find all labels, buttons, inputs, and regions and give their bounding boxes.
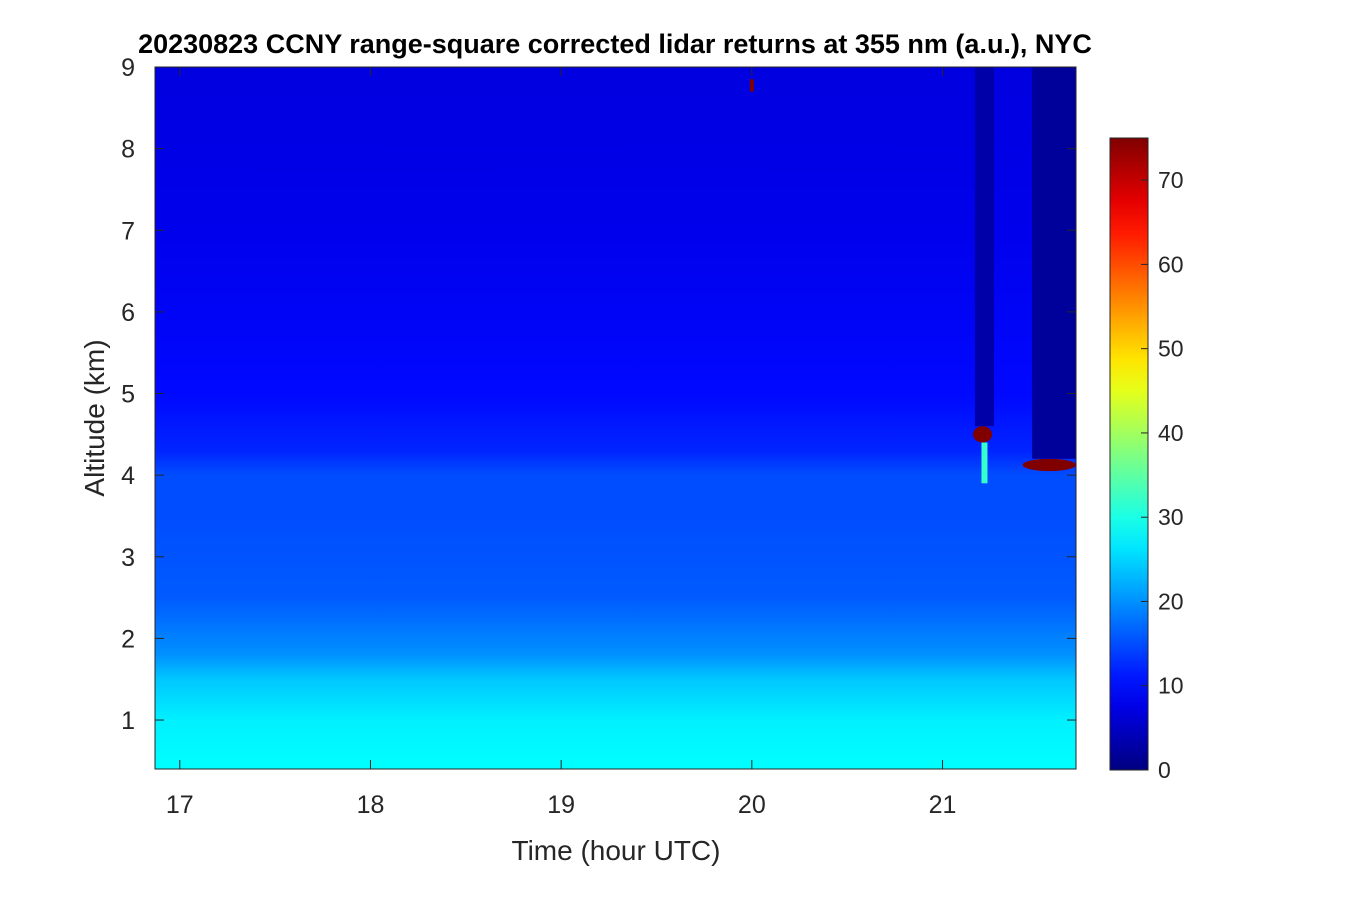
colorbar-tick-label: 40 — [1158, 420, 1184, 446]
y-tick-label: 1 — [121, 707, 135, 735]
y-tick-label: 9 — [121, 54, 135, 82]
attenuated-column — [1032, 67, 1076, 459]
y-tick-label: 4 — [121, 462, 135, 490]
cloud — [1022, 458, 1076, 472]
x-tick-label: 17 — [166, 791, 194, 819]
cloud — [749, 79, 754, 92]
y-tick-label: 5 — [121, 381, 135, 409]
colorbar-tick-label: 70 — [1158, 167, 1184, 193]
x-axis-label: Time (hour UTC) — [512, 835, 721, 866]
x-tick-label: 20 — [738, 791, 766, 819]
x-tick-label: 18 — [357, 791, 385, 819]
colorbar: 0 10 20 30 40 50 60 70 — [1109, 137, 1184, 783]
colorbar-tick-label: 60 — [1158, 251, 1184, 277]
colorbar-tick-label: 30 — [1158, 504, 1184, 530]
x-axis: 17 18 19 20 21 — [166, 67, 957, 819]
plot-area — [155, 67, 1076, 769]
y-axis-label: Altitude (km) — [79, 339, 110, 496]
colorbar-tick-label: 10 — [1158, 673, 1184, 699]
y-tick-label: 7 — [121, 217, 135, 245]
y-tick-label: 2 — [121, 625, 135, 653]
colorbar-tick-label: 0 — [1158, 757, 1171, 783]
y-axis: 1 2 3 4 5 6 7 8 9 — [121, 54, 1076, 735]
y-tick-label: 3 — [121, 544, 135, 572]
x-tick-label: 21 — [929, 791, 957, 819]
plot-frame — [154, 66, 1077, 770]
colorbar-bar — [1109, 137, 1149, 771]
colorbar-tick-label: 20 — [1158, 588, 1184, 614]
chart-title: 20230823 CCNY range-square corrected lid… — [138, 29, 1092, 59]
colorbar-tick-label: 50 — [1158, 336, 1184, 362]
cloud-trail — [981, 442, 988, 484]
cloud — [973, 426, 993, 443]
heatmap-background — [155, 67, 1076, 769]
y-tick-label: 8 — [121, 136, 135, 164]
attenuated-column — [974, 67, 995, 427]
x-tick-label: 19 — [547, 791, 575, 819]
colorbar-ticks: 0 10 20 30 40 50 60 70 — [1141, 167, 1184, 783]
y-tick-label: 6 — [121, 299, 135, 327]
